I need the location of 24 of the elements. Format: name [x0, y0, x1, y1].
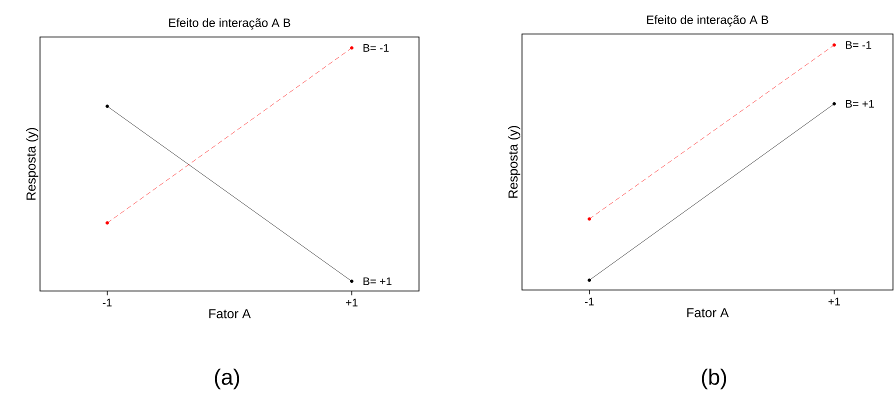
point: [106, 104, 109, 108]
point: [588, 278, 592, 282]
x-tick-label: -1: [584, 298, 594, 306]
point: [832, 43, 836, 47]
x-axis-title: Fator A: [687, 308, 729, 318]
point: [350, 280, 354, 283]
series-label: B= -1: [846, 41, 872, 49]
point: [588, 217, 592, 221]
series-label: B= +1: [846, 100, 874, 108]
y-axis-title: Resposta (y): [508, 126, 520, 198]
y-axis-title: Resposta (y): [26, 128, 38, 200]
point: [106, 221, 109, 225]
x-tick-label: +1: [346, 298, 358, 306]
x-tick-label: +1: [828, 298, 840, 306]
text: (b): [702, 368, 726, 390]
text: (a): [214, 368, 240, 390]
series-label: B= +1: [364, 277, 392, 286]
chart-title: Efeito de interação A B: [169, 18, 290, 30]
x-tick-label: -1: [102, 298, 112, 306]
x-axis-title: Fator A: [209, 309, 251, 318]
point: [832, 102, 836, 106]
series-label: B= -1: [364, 44, 389, 52]
chart-title: Efeito de interação A B: [647, 15, 768, 26]
point: [350, 46, 354, 50]
